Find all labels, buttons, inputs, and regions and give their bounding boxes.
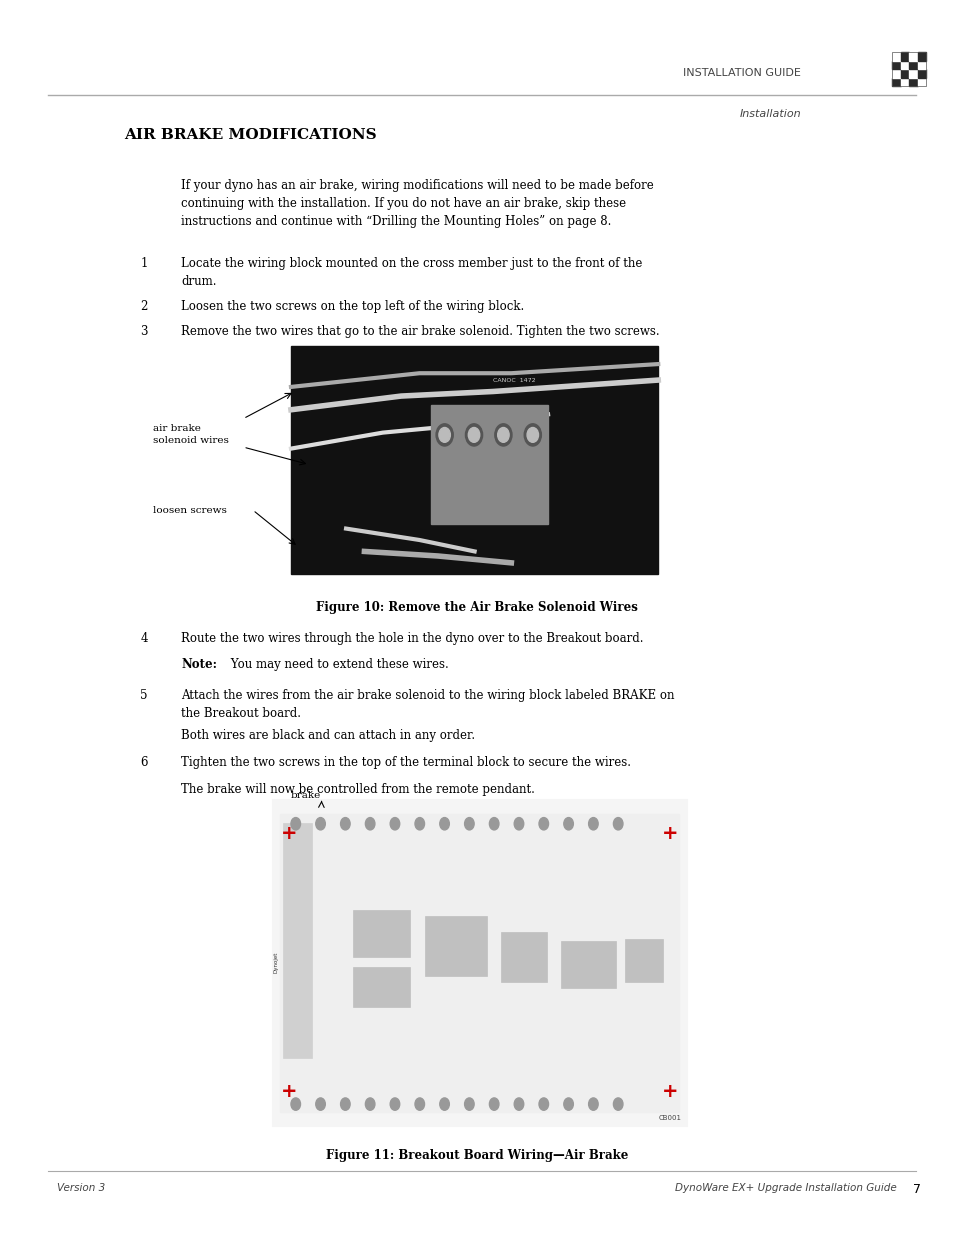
Text: CB001: CB001 (659, 1115, 681, 1121)
Bar (424, 916, 486, 976)
Circle shape (315, 818, 325, 830)
Circle shape (464, 818, 474, 830)
Circle shape (495, 424, 512, 446)
Bar (891, 61, 900, 69)
Circle shape (340, 818, 350, 830)
Circle shape (489, 818, 498, 830)
Circle shape (588, 818, 598, 830)
Text: 5: 5 (140, 689, 148, 703)
Text: air brake
solenoid wires: air brake solenoid wires (152, 425, 229, 445)
Bar (500, 932, 546, 982)
Text: Locate the wiring block mounted on the cross member just to the front of the
dru: Locate the wiring block mounted on the c… (181, 257, 642, 288)
Circle shape (340, 1098, 350, 1110)
Bar (917, 69, 925, 78)
Text: +: + (660, 824, 678, 844)
Text: 3: 3 (140, 325, 148, 338)
Bar (908, 61, 917, 69)
Bar (560, 941, 616, 988)
Bar (908, 69, 917, 78)
Text: You may need to extend these wires.: You may need to extend these wires. (227, 658, 448, 672)
Bar (900, 52, 908, 61)
Circle shape (613, 1098, 622, 1110)
Text: Route the two wires through the hole in the dyno over to the Breakout board.: Route the two wires through the hole in … (181, 632, 643, 646)
Bar (900, 78, 908, 86)
Bar (908, 52, 917, 61)
Circle shape (497, 427, 509, 442)
Circle shape (526, 427, 537, 442)
Circle shape (415, 1098, 424, 1110)
Circle shape (588, 1098, 598, 1110)
Bar (917, 61, 925, 69)
Text: DynoWare EX+ Upgrade Installation Guide: DynoWare EX+ Upgrade Installation Guide (675, 1183, 896, 1193)
Circle shape (538, 1098, 548, 1110)
Text: 4: 4 (140, 632, 148, 646)
Text: CANOC  1472: CANOC 1472 (493, 378, 535, 383)
Text: Both wires are black and can attach in any order.: Both wires are black and can attach in a… (181, 729, 475, 742)
Text: 6: 6 (140, 756, 148, 769)
Text: Figure 11: Breakout Board Wiring—Air Brake: Figure 11: Breakout Board Wiring—Air Bra… (326, 1149, 627, 1162)
Text: Remove the two wires that go to the air brake solenoid. Tighten the two screws.: Remove the two wires that go to the air … (181, 325, 659, 338)
Text: INSTALLATION GUIDE: INSTALLATION GUIDE (682, 68, 801, 78)
Circle shape (291, 1098, 300, 1110)
Text: 2: 2 (140, 300, 148, 314)
Text: loosen screws: loosen screws (152, 505, 226, 515)
Bar (353, 910, 410, 957)
Text: Attach the wires from the air brake solenoid to the wiring block labeled BRAKE o: Attach the wires from the air brake sole… (181, 689, 674, 720)
Bar (272, 799, 686, 1126)
Circle shape (390, 818, 399, 830)
Text: If your dyno has an air brake, wiring modifications will need to be made before
: If your dyno has an air brake, wiring mo… (181, 179, 654, 228)
Circle shape (415, 818, 424, 830)
Circle shape (468, 427, 479, 442)
Circle shape (465, 424, 482, 446)
Circle shape (464, 1098, 474, 1110)
Text: 7: 7 (912, 1183, 920, 1197)
Bar (891, 52, 925, 86)
Circle shape (514, 1098, 523, 1110)
Circle shape (489, 1098, 498, 1110)
Bar (900, 61, 908, 69)
Circle shape (523, 424, 540, 446)
Text: Loosen the two screws on the top left of the wiring block.: Loosen the two screws on the top left of… (181, 300, 524, 314)
Circle shape (315, 1098, 325, 1110)
Circle shape (439, 818, 449, 830)
Text: +: + (660, 1082, 678, 1102)
Bar (279, 814, 679, 1112)
Text: +: + (280, 824, 297, 844)
Bar (917, 52, 925, 61)
Circle shape (514, 818, 523, 830)
Bar (291, 346, 658, 574)
Text: Installation: Installation (739, 109, 801, 119)
Bar (430, 405, 547, 524)
Circle shape (563, 818, 573, 830)
Bar (891, 69, 900, 78)
Circle shape (538, 818, 548, 830)
Circle shape (365, 818, 375, 830)
Bar (353, 967, 410, 1007)
Bar (908, 78, 917, 86)
Circle shape (291, 818, 300, 830)
Circle shape (390, 1098, 399, 1110)
Text: Figure 10: Remove the Air Brake Solenoid Wires: Figure 10: Remove the Air Brake Solenoid… (315, 601, 638, 615)
Text: Note:: Note: (181, 658, 217, 672)
Bar (624, 939, 662, 982)
Text: The brake will now be controlled from the remote pendant.: The brake will now be controlled from th… (181, 783, 535, 797)
Bar (900, 69, 908, 78)
Text: Tighten the two screws in the top of the terminal block to secure the wires.: Tighten the two screws in the top of the… (181, 756, 631, 769)
Circle shape (438, 427, 450, 442)
Bar (283, 823, 312, 1058)
Bar (891, 78, 900, 86)
Bar (917, 78, 925, 86)
Text: +: + (280, 1082, 297, 1102)
Circle shape (563, 1098, 573, 1110)
Circle shape (439, 1098, 449, 1110)
Text: 1: 1 (140, 257, 148, 270)
Circle shape (436, 424, 453, 446)
Text: AIR BRAKE MODIFICATIONS: AIR BRAKE MODIFICATIONS (124, 128, 376, 142)
Text: brake: brake (291, 792, 321, 800)
Bar (891, 52, 900, 61)
Circle shape (613, 818, 622, 830)
Circle shape (365, 1098, 375, 1110)
Text: Dynojet: Dynojet (273, 952, 278, 973)
Text: Version 3: Version 3 (57, 1183, 106, 1193)
